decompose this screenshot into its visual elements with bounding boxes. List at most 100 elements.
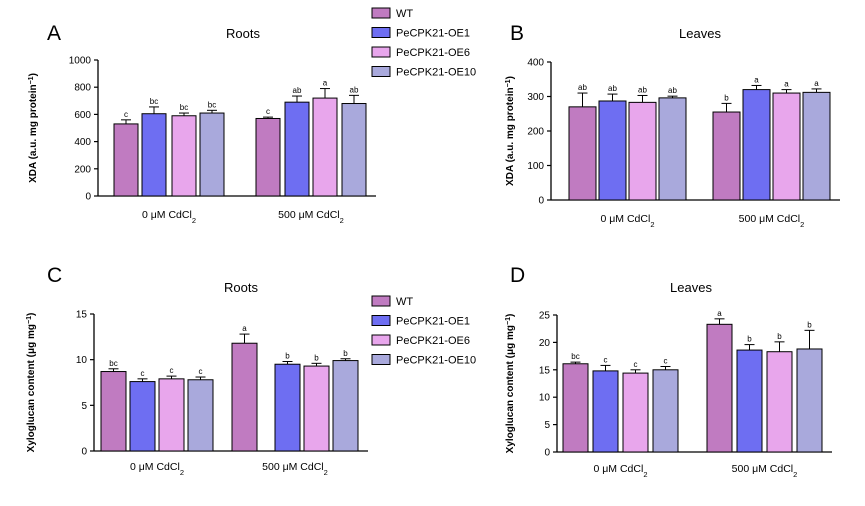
bar-wt-1 [712, 111, 741, 201]
bar-pecpk21-oe6-1 [303, 365, 330, 452]
y-axis-label: XDA (a.u. mg protein−1) [505, 76, 517, 186]
significance-label: c [170, 366, 174, 375]
legend-label: PeCPK21-OE10 [396, 67, 476, 79]
y-tick-label: 600 [74, 110, 91, 121]
y-axis-label-sup: −1 [505, 79, 512, 87]
significance-label: ab [668, 86, 677, 95]
bar-pecpk21-oe6-0 [628, 101, 657, 201]
category-label-sub: 2 [324, 468, 328, 477]
bar-pecpk21-oe1-1 [736, 349, 763, 453]
significance-label: bc [109, 359, 117, 368]
legend-label: PeCPK21-OE6 [396, 47, 470, 59]
category-label-sub: 2 [340, 216, 344, 225]
category-label-main: 500 μM CdCl [739, 213, 801, 225]
legend-swatch-pecpk21-oe6 [371, 334, 391, 346]
y-tick-label: 300 [527, 92, 544, 103]
bar-pecpk21-oe6-0 [622, 372, 649, 453]
chart-title: Roots [224, 280, 258, 295]
legend-swatch-wt [371, 7, 391, 19]
bar-pecpk21-oe10-0 [187, 379, 214, 452]
category-label: 0 μM CdCl2 [142, 209, 196, 225]
category-label-main: 0 μM CdCl [130, 461, 180, 473]
bar-pecpk21-oe1-1 [284, 101, 310, 197]
legend-swatch-wt [371, 295, 391, 307]
chart-title: Leaves [670, 280, 712, 295]
significance-label: bc [571, 352, 579, 361]
category-label-main: 0 μM CdCl [601, 213, 651, 225]
significance-label: b [807, 320, 812, 329]
bar-pecpk21-oe6-0 [171, 115, 197, 197]
significance-label: b [285, 351, 290, 360]
panel-d: D Leaves 0 5 10 15 20 25 Xyloglucan content (μg … [505, 264, 832, 479]
category-label-sub: 2 [793, 470, 797, 479]
y-tick-label: 15 [76, 310, 88, 321]
category-label-main: 500 μM CdCl [278, 209, 340, 221]
bar-wt-0 [113, 123, 139, 197]
bar-wt-1 [706, 323, 733, 453]
chart-title: Leaves [679, 26, 721, 41]
y-axis-label-main: Xyloglucan content (μg mg [26, 324, 37, 452]
bar-wt-0 [562, 363, 589, 453]
bar-pecpk21-oe10-0 [652, 369, 679, 453]
bar-pecpk21-oe6-1 [766, 351, 793, 453]
y-tick-label: 400 [527, 58, 544, 69]
legend-swatch-pecpk21-oe10 [371, 66, 391, 77]
y-axis-label: Xyloglucan content (μg mg−1) [26, 313, 38, 453]
significance-label: ab [350, 85, 359, 94]
bar-pecpk21-oe1-1 [742, 89, 771, 201]
y-axis-label: Xyloglucan content (μg mg−1) [505, 314, 517, 454]
bar-pecpk21-oe10-0 [658, 97, 687, 201]
legend-label: PeCPK21-OE10 [396, 355, 476, 367]
legend-middle: WT PeCPK21-OE1 PeCPK21-OE6 PeCPK21-OE10 [371, 295, 476, 367]
significance-label: c [199, 367, 203, 376]
category-label: 500 μM CdCl2 [278, 209, 344, 225]
y-tick-label: 10 [76, 355, 88, 366]
y-tick-label: 200 [527, 127, 544, 138]
y-tick-label: 0 [544, 448, 550, 459]
significance-label: bc [150, 97, 158, 106]
bar-wt-1 [231, 342, 258, 452]
significance-label: c [664, 357, 668, 366]
y-tick-label: 0 [85, 192, 91, 203]
category-label-main: 500 μM CdCl [262, 461, 324, 473]
y-axis-label-main: XDA (a.u. mg protein [28, 84, 39, 183]
y-axis-label-tail: ) [28, 73, 39, 76]
bar-pecpk21-oe10-1 [341, 103, 367, 197]
category-label-sub: 2 [650, 220, 654, 229]
panel-letter: A [47, 22, 61, 45]
legend-swatch-pecpk21-oe1 [371, 27, 391, 38]
bar-pecpk21-oe1-1 [274, 363, 301, 452]
y-tick-label: 5 [544, 420, 550, 431]
y-axis-label-sup: −1 [28, 76, 35, 84]
significance-label: bc [208, 100, 216, 109]
significance-label: a [784, 80, 789, 89]
category-label-main: 500 μM CdCl [732, 463, 794, 475]
significance-label: ab [578, 83, 587, 92]
legend-swatch-pecpk21-oe10 [371, 354, 391, 365]
panel-letter: C [47, 264, 62, 287]
panel-a: A Roots 0 200 400 600 800 1000 XDA (a.u. mg prot… [28, 22, 376, 225]
significance-label: a [754, 75, 759, 84]
y-tick-label: 0 [538, 196, 544, 207]
bar-pecpk21-oe1-0 [129, 381, 156, 452]
y-axis-label-sup: −1 [505, 317, 512, 325]
y-tick-label: 800 [74, 83, 91, 94]
bar-pecpk21-oe6-1 [312, 97, 338, 197]
significance-label: b [724, 93, 729, 102]
significance-label: b [747, 335, 752, 344]
category-label: 0 μM CdCl2 [130, 461, 184, 477]
significance-label: ab [638, 85, 647, 94]
legend-label: PeCPK21-OE6 [396, 335, 470, 347]
panel-b: B Leaves 0 100 200 300 400 XDA (a.u. mg protein… [505, 22, 840, 229]
bar-pecpk21-oe10-1 [332, 360, 359, 452]
category-label-sub: 2 [643, 470, 647, 479]
bar-pecpk21-oe1-0 [598, 100, 627, 201]
category-label: 500 μM CdCl2 [739, 213, 805, 229]
legend-swatch-pecpk21-oe1 [371, 315, 391, 326]
bar-wt-1 [255, 117, 281, 197]
bar-pecpk21-oe10-1 [802, 91, 831, 201]
category-label: 500 μM CdCl2 [262, 461, 328, 477]
panel-letter: D [510, 264, 525, 287]
significance-label: a [717, 309, 722, 318]
